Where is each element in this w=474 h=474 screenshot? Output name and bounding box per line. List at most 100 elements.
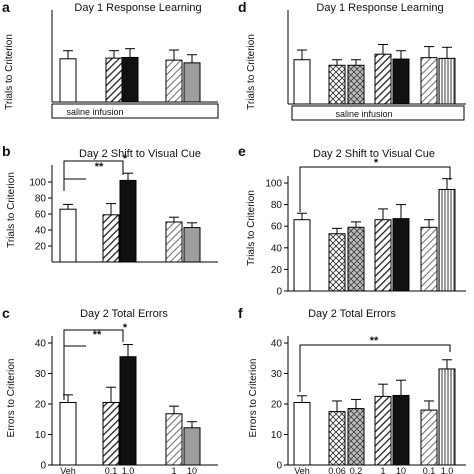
infusion-box (51, 103, 219, 119)
x-tick-label: 0.06 (328, 466, 346, 474)
panel-letter: e (238, 143, 246, 159)
tick-group: 0 20 40 60 80 100 (265, 179, 288, 298)
panel-title: Day 2 Shift to Visual Cue (79, 148, 201, 160)
y-axis-label: Errors to Criterion (6, 359, 17, 438)
bar (328, 233, 346, 292)
bar (420, 409, 438, 466)
infusion-label: saline infusion (66, 107, 123, 117)
bar (293, 401, 311, 466)
bar (420, 226, 438, 292)
y-tick-label: 0 (276, 461, 282, 472)
bar (438, 57, 456, 105)
x-tick-label: 1.0 (122, 466, 135, 474)
bar (328, 411, 346, 466)
bar (102, 401, 120, 466)
y-tick-label: 40 (35, 226, 47, 237)
bar (105, 57, 123, 103)
annotation-double-star: ** (93, 329, 102, 341)
bar (347, 408, 365, 466)
bar-group (59, 48, 201, 103)
bar (420, 57, 438, 105)
x-tick-label: 0.2 (350, 466, 363, 474)
y-axis-label: Trials to Criterion (6, 172, 17, 248)
bar (59, 208, 77, 263)
infusion-box (291, 105, 465, 121)
y-tick-label: 20 (35, 400, 47, 411)
x-tick-label: 10 (396, 466, 406, 474)
bar-group (293, 44, 456, 105)
x-tick-label: Veh (60, 466, 76, 474)
y-axis-label: Trials to Criterion (246, 34, 257, 110)
panel-a: a Day 1 Response Learning Trials to Crit… (2, 0, 219, 119)
panel-letter: b (2, 143, 11, 159)
panel-letter: d (238, 0, 247, 15)
x-tick-label: 0.1 (105, 466, 118, 474)
panel-letter: c (2, 305, 10, 321)
y-axis-label: Trials to Criterion (246, 190, 257, 266)
x-tick-label: Veh (294, 466, 310, 474)
bar (328, 64, 346, 105)
bar (59, 401, 77, 466)
significance-brackets (63, 329, 124, 400)
panel-d: d Day 1 Response Learning Trials to Crit… (238, 0, 466, 121)
panel-letter: f (238, 305, 243, 321)
bar-group (293, 359, 456, 466)
y-tick-label: 20 (271, 265, 283, 276)
panel-c: c Day 2 Total Errors Errors to Criterion… (2, 305, 218, 474)
bar (165, 413, 183, 466)
y-tick-label: 40 (35, 339, 47, 350)
x-tick-group: Veh 0.06 0.2 1 10 0.1 1.0 (294, 466, 453, 474)
bar (293, 59, 311, 105)
y-tick-label: 100 (29, 178, 46, 189)
tick-group: 0 10 20 30 40 (271, 339, 288, 472)
tick-group: 0 10 20 30 40 (35, 339, 52, 472)
bar (347, 226, 365, 292)
y-tick-label: 30 (35, 369, 47, 380)
y-tick-label: 10 (271, 430, 283, 441)
panel-b: b Day 2 Shift to Visual Cue Trials to Cr… (2, 143, 218, 263)
bar (165, 59, 183, 103)
bar (374, 395, 392, 466)
bar (374, 53, 392, 105)
bar (293, 219, 311, 292)
bar (183, 227, 201, 263)
annotation-double-star: ** (370, 335, 379, 347)
panel-title: Day 2 Total Errors (308, 308, 396, 320)
bar (392, 58, 410, 105)
significance-brackets (299, 166, 451, 212)
bar (119, 179, 137, 263)
y-tick-label: 10 (35, 430, 47, 441)
significance-brackets (299, 344, 451, 392)
y-tick-label: 60 (35, 210, 47, 221)
y-tick-label: 40 (271, 339, 283, 350)
significance-brackets (63, 160, 124, 191)
panel-title: Day 1 Response Learning (316, 2, 443, 14)
bar (102, 214, 120, 263)
panel-title: Day 1 Response Learning (74, 2, 201, 14)
bar (183, 427, 201, 466)
annotation-double-star: ** (95, 161, 104, 173)
panel-title: Day 2 Total Errors (80, 308, 168, 320)
y-tick-label: 0 (40, 461, 46, 472)
x-tick-group: Veh 0.1 1.0 1 10 (60, 466, 197, 474)
bar (392, 218, 410, 292)
panel-letter: a (2, 0, 10, 15)
bar-group (59, 344, 201, 466)
bar (438, 188, 456, 292)
bar (165, 221, 183, 263)
y-tick-label: 100 (265, 179, 282, 190)
bar (374, 219, 392, 292)
y-axis-label: Trials to Criterion (4, 34, 15, 110)
bar (121, 56, 139, 103)
x-tick-label: 10 (187, 466, 197, 474)
annotation-star: * (123, 322, 128, 334)
y-tick-label: 20 (271, 400, 283, 411)
y-tick-label: 80 (35, 194, 47, 205)
x-tick-label: 1 (380, 466, 385, 474)
bar (59, 58, 77, 103)
y-axis-label: Errors to Criterion (248, 359, 259, 438)
y-tick-label: 20 (35, 242, 47, 253)
tick-group: 20 40 60 80 100 (29, 178, 52, 253)
annotation-star: * (374, 157, 379, 169)
annotation-star: * (123, 153, 128, 165)
